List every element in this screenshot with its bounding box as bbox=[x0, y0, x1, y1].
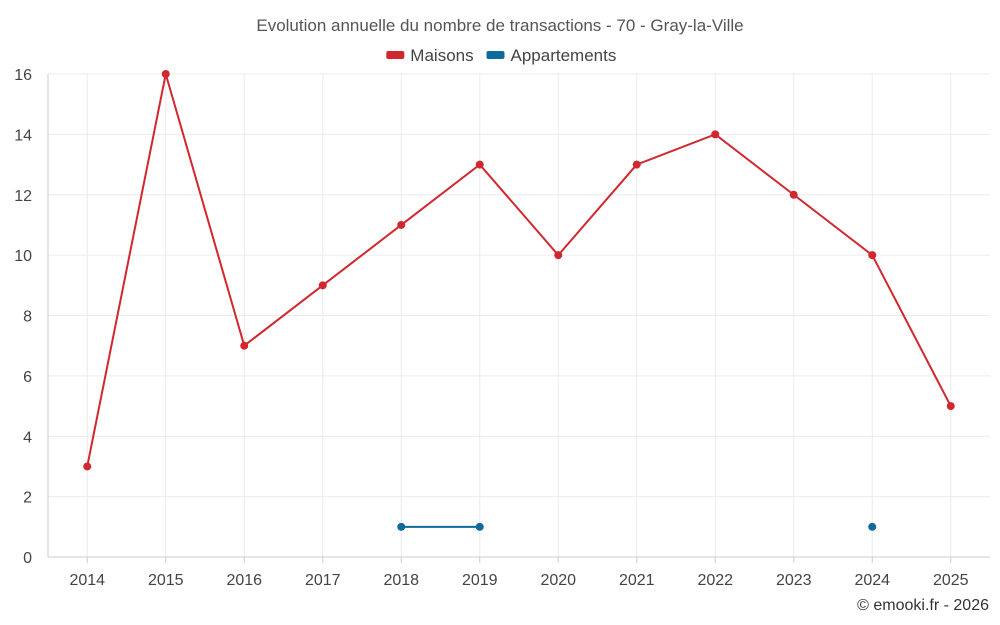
credit-text: © emooki.fr - 2026 bbox=[857, 597, 989, 614]
data-point-appartements[interactable] bbox=[868, 522, 877, 531]
data-point-maisons[interactable] bbox=[711, 130, 720, 139]
x-tick-label: 2019 bbox=[462, 572, 498, 589]
legend-swatch bbox=[386, 51, 405, 59]
x-tick-label: 2016 bbox=[226, 572, 262, 589]
x-tick-label: 2017 bbox=[305, 572, 341, 589]
x-tick-label: 2020 bbox=[540, 572, 576, 589]
y-tick-label: 4 bbox=[23, 429, 32, 446]
y-tick-label: 6 bbox=[23, 369, 32, 386]
data-point-maisons[interactable] bbox=[318, 281, 327, 290]
legend-item-maisons[interactable]: Maisons bbox=[386, 46, 474, 65]
legend-label: Maisons bbox=[410, 46, 473, 65]
data-point-maisons[interactable] bbox=[397, 220, 406, 229]
series-line-maisons bbox=[86, 73, 952, 467]
x-tick-label: 2021 bbox=[619, 572, 655, 589]
data-point-appartements[interactable] bbox=[397, 522, 406, 531]
data-point-maisons[interactable] bbox=[946, 402, 955, 411]
legend: Maisons Appartements bbox=[386, 46, 616, 65]
x-tick-label: 2022 bbox=[697, 572, 733, 589]
legend-swatch bbox=[486, 51, 505, 59]
y-tick-label: 8 bbox=[23, 309, 32, 326]
grid bbox=[48, 73, 990, 557]
data-point-maisons[interactable] bbox=[789, 190, 798, 199]
y-tick-label: 10 bbox=[14, 248, 32, 265]
data-point-maisons[interactable] bbox=[475, 160, 484, 169]
x-tick-label: 2014 bbox=[69, 572, 105, 589]
series-appartements bbox=[397, 522, 877, 531]
legend-label: Appartements bbox=[511, 46, 617, 65]
x-tick-label: 2024 bbox=[854, 572, 890, 589]
data-point-maisons[interactable] bbox=[161, 70, 170, 78]
x-tick-label: 2025 bbox=[933, 572, 969, 589]
x-tick-label: 2018 bbox=[383, 572, 419, 589]
data-point-maisons[interactable] bbox=[83, 462, 92, 471]
y-tick-label: 14 bbox=[14, 127, 32, 144]
y-tick-label: 16 bbox=[14, 67, 32, 84]
series-layer bbox=[83, 70, 955, 531]
y-tick-label: 2 bbox=[23, 490, 32, 507]
data-point-maisons[interactable] bbox=[554, 251, 563, 260]
series-maisons bbox=[83, 70, 955, 471]
data-point-maisons[interactable] bbox=[240, 341, 249, 350]
axes: 0 2 4 6 8 10 12 14 16 2014 2015 2016 2017 2018 2019 202… bbox=[14, 67, 990, 589]
x-tick-label: 2015 bbox=[148, 572, 184, 589]
data-point-appartements[interactable] bbox=[475, 522, 484, 531]
y-tick-label: 0 bbox=[23, 550, 32, 567]
y-tick-label: 12 bbox=[14, 188, 32, 205]
legend-item-appartements[interactable]: Appartements bbox=[486, 46, 617, 65]
x-tick-label: 2023 bbox=[776, 572, 812, 589]
data-point-maisons[interactable] bbox=[868, 251, 877, 260]
chart-title: Evolution annuelle du nombre de transact… bbox=[256, 16, 743, 35]
data-point-maisons[interactable] bbox=[632, 160, 641, 169]
